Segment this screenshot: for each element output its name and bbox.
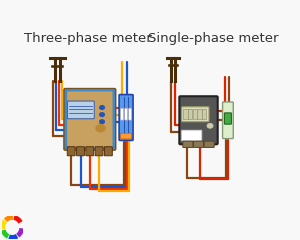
FancyBboxPatch shape — [179, 96, 218, 144]
FancyBboxPatch shape — [124, 108, 128, 120]
FancyBboxPatch shape — [95, 147, 103, 156]
Circle shape — [207, 123, 213, 128]
FancyBboxPatch shape — [224, 113, 231, 124]
FancyBboxPatch shape — [182, 107, 209, 122]
FancyBboxPatch shape — [183, 141, 193, 147]
FancyBboxPatch shape — [188, 109, 192, 119]
FancyBboxPatch shape — [223, 102, 233, 138]
FancyBboxPatch shape — [67, 147, 75, 156]
FancyBboxPatch shape — [129, 108, 132, 120]
FancyBboxPatch shape — [121, 133, 132, 139]
FancyBboxPatch shape — [204, 141, 214, 147]
FancyBboxPatch shape — [76, 147, 84, 156]
FancyBboxPatch shape — [119, 95, 133, 140]
FancyBboxPatch shape — [202, 109, 206, 119]
FancyBboxPatch shape — [121, 108, 124, 120]
Text: Three-phase meter: Three-phase meter — [24, 32, 152, 45]
FancyBboxPatch shape — [197, 109, 202, 119]
FancyBboxPatch shape — [183, 109, 188, 119]
FancyBboxPatch shape — [181, 130, 202, 141]
FancyBboxPatch shape — [68, 101, 94, 119]
FancyBboxPatch shape — [104, 147, 112, 156]
FancyBboxPatch shape — [194, 141, 204, 147]
Circle shape — [100, 120, 104, 124]
Circle shape — [96, 125, 105, 132]
Text: Single-phase meter: Single-phase meter — [148, 32, 279, 45]
Circle shape — [100, 113, 104, 116]
FancyBboxPatch shape — [86, 147, 94, 156]
FancyBboxPatch shape — [193, 109, 197, 119]
Circle shape — [100, 106, 104, 109]
FancyBboxPatch shape — [64, 89, 116, 150]
